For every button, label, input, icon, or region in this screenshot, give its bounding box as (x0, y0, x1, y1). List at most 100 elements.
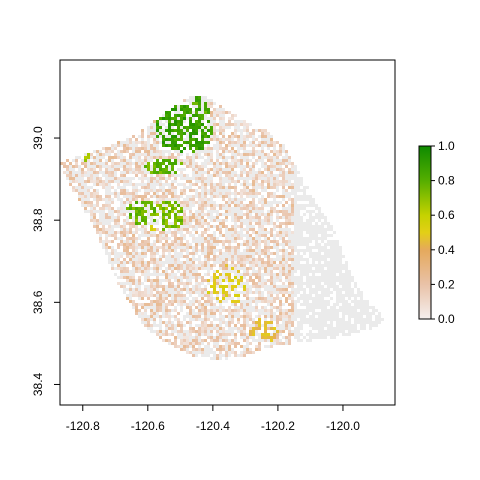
raster-cell (273, 156, 276, 159)
raster-cell (201, 183, 204, 186)
raster-cell (135, 138, 138, 141)
raster-cell (285, 336, 288, 339)
raster-cell (267, 174, 270, 177)
raster-cell (312, 291, 315, 294)
raster-cell (351, 315, 354, 318)
raster-cell (204, 150, 207, 153)
raster-cell (276, 156, 279, 159)
raster-cell (114, 216, 117, 219)
raster-cell (183, 120, 186, 123)
raster-cell (261, 195, 264, 198)
raster-cell (156, 126, 159, 129)
raster-cell (150, 327, 153, 330)
raster-cell (315, 270, 318, 273)
raster-cell (369, 306, 372, 309)
raster-cell (246, 216, 249, 219)
raster-cell (195, 318, 198, 321)
raster-cell (159, 174, 162, 177)
raster-cell (165, 141, 168, 144)
raster-cell (246, 258, 249, 261)
raster-cell (219, 234, 222, 237)
raster-cell (282, 228, 285, 231)
raster-cell (189, 339, 192, 342)
raster-cell (285, 174, 288, 177)
raster-cell (321, 315, 324, 318)
raster-cell (345, 279, 348, 282)
raster-cell (207, 342, 210, 345)
raster-cell (99, 177, 102, 180)
raster-cell (102, 162, 105, 165)
raster-cell (309, 291, 312, 294)
raster-cell (204, 246, 207, 249)
raster-cell (225, 177, 228, 180)
raster-cell (195, 279, 198, 282)
raster-cell (318, 276, 321, 279)
raster-cell (168, 117, 171, 120)
raster-cell (324, 243, 327, 246)
raster-cell (312, 216, 315, 219)
raster-cell (264, 198, 267, 201)
raster-cell (213, 252, 216, 255)
raster-cell (309, 228, 312, 231)
raster-cell (144, 303, 147, 306)
raster-cell (138, 243, 141, 246)
raster-cell (111, 258, 114, 261)
raster-cell (324, 255, 327, 258)
raster-cell (273, 174, 276, 177)
raster-cell (156, 300, 159, 303)
raster-cell (228, 144, 231, 147)
raster-cell (300, 312, 303, 315)
raster-cell (156, 201, 159, 204)
raster-cell (261, 177, 264, 180)
raster-cell (162, 219, 165, 222)
raster-cell (135, 213, 138, 216)
raster-cell (183, 213, 186, 216)
raster-cell (165, 279, 168, 282)
raster-cell (315, 324, 318, 327)
raster-cell (312, 258, 315, 261)
raster-cell (174, 222, 177, 225)
raster-cell (141, 282, 144, 285)
raster-cell (162, 177, 165, 180)
raster-cell (243, 240, 246, 243)
raster-cell (294, 231, 297, 234)
raster-cell (111, 147, 114, 150)
raster-cell (72, 171, 75, 174)
raster-cell (210, 189, 213, 192)
raster-cell (222, 336, 225, 339)
raster-cell (105, 231, 108, 234)
raster-cell (339, 258, 342, 261)
raster-cell (273, 222, 276, 225)
raster-cell (261, 279, 264, 282)
raster-cell (102, 243, 105, 246)
raster-cell (114, 156, 117, 159)
raster-cell (288, 270, 291, 273)
raster-cell (279, 309, 282, 312)
raster-cell (192, 219, 195, 222)
raster-cell (297, 171, 300, 174)
raster-cell (171, 294, 174, 297)
raster-cell (246, 156, 249, 159)
raster-cell (102, 210, 105, 213)
raster-cell (231, 252, 234, 255)
raster-cell (336, 321, 339, 324)
raster-cell (279, 144, 282, 147)
raster-cell (105, 216, 108, 219)
raster-cell (207, 222, 210, 225)
raster-cell (231, 318, 234, 321)
raster-cell (270, 180, 273, 183)
raster-cell (204, 147, 207, 150)
raster-cell (183, 189, 186, 192)
raster-cell (246, 237, 249, 240)
raster-cell (288, 186, 291, 189)
raster-cell (288, 342, 291, 345)
raster-cell (78, 198, 81, 201)
raster-cell (165, 261, 168, 264)
raster-cell (195, 96, 198, 99)
raster-cell (324, 318, 327, 321)
raster-cell (156, 264, 159, 267)
raster-cell (276, 264, 279, 267)
raster-cell (309, 285, 312, 288)
raster-cell (318, 321, 321, 324)
raster-cell (168, 171, 171, 174)
